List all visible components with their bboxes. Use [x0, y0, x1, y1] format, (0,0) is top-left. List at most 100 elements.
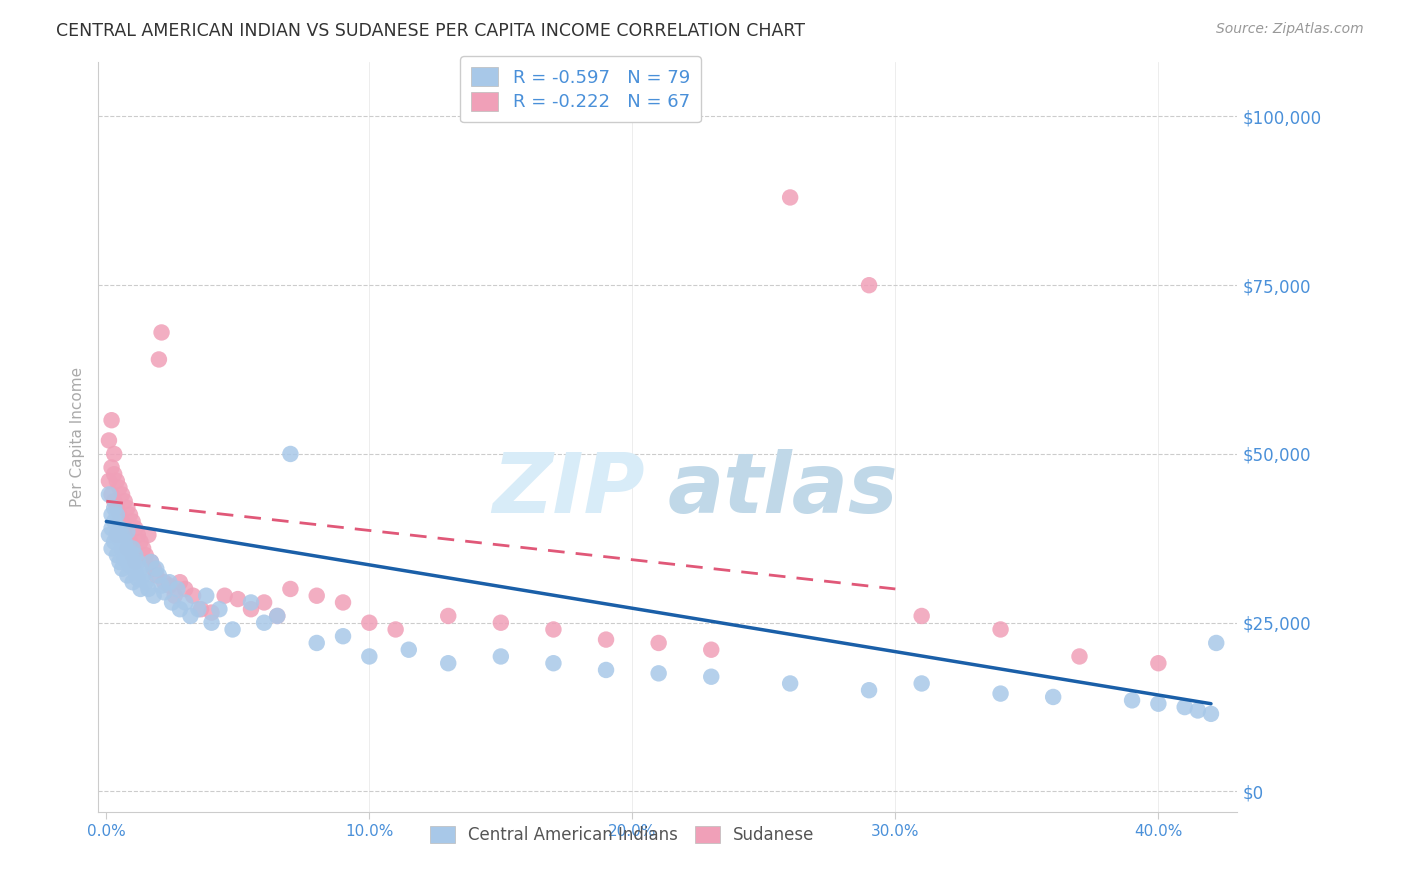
Point — [159, 578, 181, 592]
Point — [118, 558, 141, 573]
Point — [148, 352, 170, 367]
Point — [121, 575, 143, 590]
Point — [1205, 636, 1227, 650]
Point — [174, 582, 197, 596]
Point — [150, 578, 173, 592]
Point — [111, 515, 134, 529]
Point — [200, 606, 222, 620]
Legend: Central American Indians, Sudanese: Central American Indians, Sudanese — [419, 814, 827, 855]
Point — [108, 481, 131, 495]
Point — [108, 555, 131, 569]
Point — [543, 657, 565, 671]
Point — [1069, 649, 1091, 664]
Text: CENTRAL AMERICAN INDIAN VS SUDANESE PER CAPITA INCOME CORRELATION CHART: CENTRAL AMERICAN INDIAN VS SUDANESE PER … — [56, 22, 806, 40]
Point — [150, 326, 173, 340]
Point — [1187, 703, 1209, 717]
Point — [105, 474, 128, 488]
Point — [103, 515, 125, 529]
Point — [114, 494, 136, 508]
Point — [100, 460, 122, 475]
Point — [1042, 690, 1064, 704]
Point — [108, 528, 131, 542]
Point — [253, 595, 276, 609]
Point — [103, 467, 125, 482]
Point — [145, 568, 167, 582]
Point — [114, 521, 136, 535]
Point — [169, 602, 191, 616]
Point — [121, 515, 143, 529]
Point — [111, 528, 134, 542]
Point — [1199, 706, 1222, 721]
Point — [208, 602, 231, 616]
Point — [148, 568, 170, 582]
Point — [139, 555, 162, 569]
Point — [332, 629, 354, 643]
Point — [100, 541, 122, 556]
Point — [647, 636, 669, 650]
Point — [359, 615, 381, 630]
Point — [280, 582, 302, 596]
Point — [166, 582, 188, 596]
Point — [181, 589, 204, 603]
Point — [779, 190, 801, 204]
Point — [118, 545, 141, 559]
Point — [100, 521, 122, 535]
Point — [305, 636, 328, 650]
Point — [108, 532, 131, 546]
Point — [489, 615, 512, 630]
Point — [108, 521, 131, 535]
Point — [103, 447, 125, 461]
Point — [97, 434, 120, 448]
Point — [105, 548, 128, 562]
Point — [117, 500, 139, 515]
Point — [132, 541, 155, 556]
Point — [97, 474, 120, 488]
Point — [124, 548, 146, 562]
Point — [359, 649, 381, 664]
Point — [911, 676, 934, 690]
Point — [174, 595, 197, 609]
Point — [195, 589, 218, 603]
Point — [127, 555, 149, 569]
Point — [332, 595, 354, 609]
Point — [111, 541, 134, 556]
Point — [305, 589, 328, 603]
Point — [97, 487, 120, 501]
Point — [911, 609, 934, 624]
Text: Source: ZipAtlas.com: Source: ZipAtlas.com — [1216, 22, 1364, 37]
Point — [280, 447, 302, 461]
Point — [990, 623, 1012, 637]
Point — [700, 642, 723, 657]
Point — [127, 572, 149, 586]
Point — [111, 487, 134, 501]
Point — [117, 524, 139, 539]
Point — [142, 589, 165, 603]
Point — [139, 555, 162, 569]
Point — [142, 562, 165, 576]
Point — [858, 278, 880, 293]
Point — [384, 623, 406, 637]
Point — [1147, 657, 1170, 671]
Point — [595, 632, 617, 647]
Y-axis label: Per Capita Income: Per Capita Income — [69, 367, 84, 508]
Point — [114, 534, 136, 549]
Point — [117, 548, 139, 562]
Point — [145, 562, 167, 576]
Point — [114, 538, 136, 552]
Point — [1174, 700, 1197, 714]
Point — [127, 528, 149, 542]
Point — [117, 568, 139, 582]
Point — [124, 555, 146, 569]
Point — [105, 528, 128, 542]
Point — [129, 562, 152, 576]
Point — [700, 670, 723, 684]
Point — [103, 534, 125, 549]
Point — [160, 595, 183, 609]
Point — [169, 575, 191, 590]
Point — [105, 500, 128, 515]
Point — [129, 582, 152, 596]
Point — [239, 595, 262, 609]
Point — [266, 609, 288, 624]
Point — [239, 602, 262, 616]
Point — [437, 609, 460, 624]
